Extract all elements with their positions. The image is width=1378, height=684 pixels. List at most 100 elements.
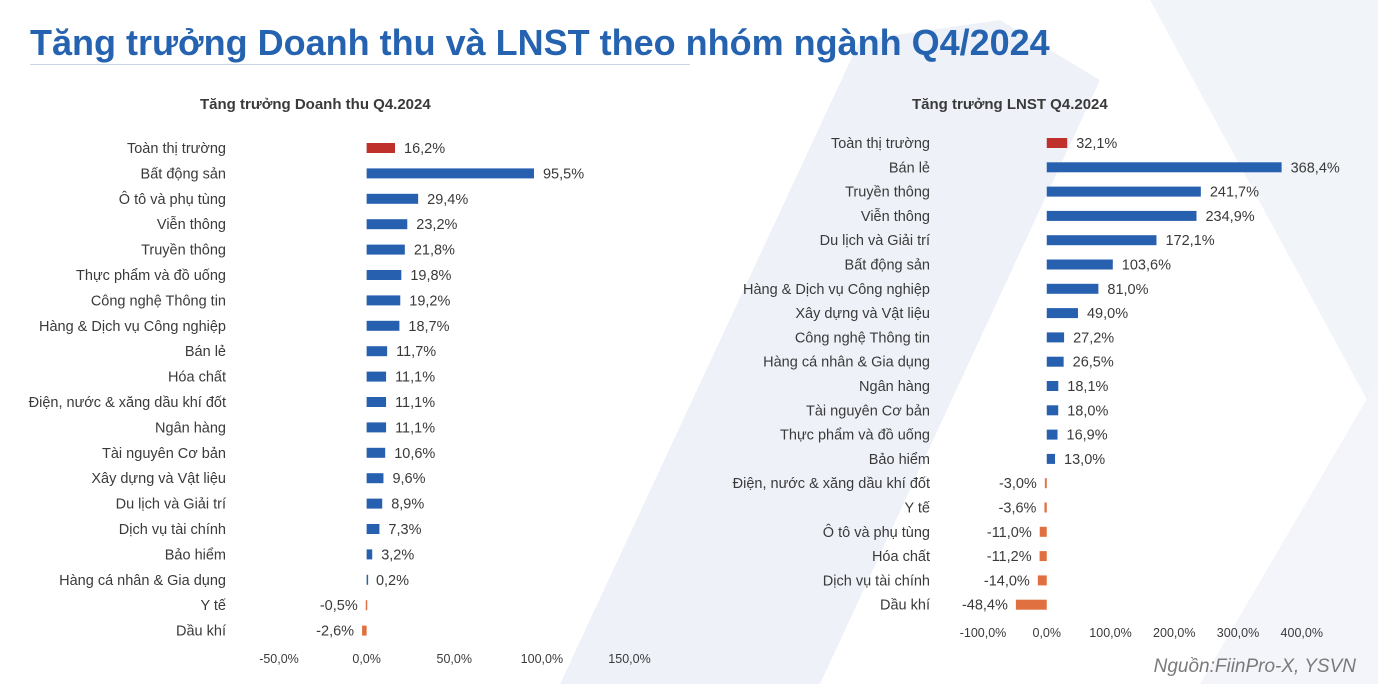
title-underline — [30, 64, 690, 65]
profit-bar — [1046, 356, 1064, 367]
source-note: Nguồn:FiinPro-X, YSVN — [1153, 656, 1356, 677]
revenue-bar — [366, 346, 388, 357]
profit-bar — [1046, 186, 1201, 197]
profit-value-label: 18,0% — [1067, 403, 1108, 419]
revenue-bar — [366, 244, 405, 255]
profit-category-label: Dịch vụ tài chính — [823, 573, 930, 589]
profit-value-label: 81,0% — [1107, 282, 1148, 298]
revenue-category-label: Thực phẩm và đồ uống — [76, 268, 226, 284]
revenue-bar — [366, 270, 402, 280]
revenue-category-label: Tài nguyên Cơ bản — [102, 446, 226, 462]
revenue-bar — [366, 320, 400, 331]
revenue-category-label: Điện, nước & xăng dầu khí đốt — [29, 395, 226, 411]
profit-category-label: Toàn thị trường — [831, 136, 930, 152]
revenue-value-label: 11,1% — [395, 420, 435, 436]
profit-tick-label: 200,0% — [1153, 626, 1195, 640]
revenue-bar — [362, 625, 367, 636]
revenue-value-label: 21,8% — [414, 243, 455, 259]
revenue-value-label: 19,2% — [409, 293, 450, 309]
profit-category-label: Hàng cá nhân & Gia dụng — [763, 355, 930, 371]
profit-bar — [1046, 235, 1157, 246]
profit-value-label: 368,4% — [1291, 160, 1340, 176]
profit-category-label: Y tế — [904, 501, 930, 517]
profit-category-label: Bảo hiểm — [869, 452, 930, 468]
revenue-value-label: 3,2% — [381, 547, 414, 563]
revenue-tick-label: 50,0% — [437, 652, 472, 666]
revenue-category-label: Viễn thông — [157, 216, 226, 233]
profit-bar — [1046, 332, 1065, 343]
revenue-category-label: Bất động sản — [141, 166, 226, 182]
revenue-value-label: -0,5% — [320, 598, 358, 614]
revenue-value-label: 11,7% — [396, 344, 436, 360]
profit-value-label: 32,1% — [1076, 136, 1117, 152]
revenue-bar — [366, 193, 419, 204]
revenue-category-label: Y tế — [200, 598, 226, 614]
profit-bar — [1039, 526, 1047, 537]
revenue-category-label: Dịch vụ tài chính — [119, 522, 226, 538]
profit-value-label: -11,2% — [987, 549, 1032, 565]
profit-value-label: -3,0% — [999, 476, 1037, 492]
profit-category-label: Công nghệ Thông tin — [795, 330, 930, 346]
revenue-value-label: -2,6% — [316, 624, 354, 640]
revenue-value-label: 7,3% — [388, 522, 421, 538]
revenue-value-label: 23,2% — [416, 217, 457, 233]
revenue-bar — [366, 524, 380, 534]
revenue-bar — [366, 219, 408, 230]
profit-category-label: Dầu khí — [880, 598, 930, 614]
profit-value-label: 13,0% — [1064, 452, 1105, 468]
profit-bar — [1046, 210, 1197, 221]
profit-category-label: Xây dựng và Vật liệu — [795, 306, 930, 322]
revenue-tick-label: -50,0% — [259, 652, 299, 666]
profit-bar — [1046, 453, 1056, 464]
revenue-bar — [366, 295, 401, 306]
profit-bar — [1046, 162, 1282, 173]
profit-value-label: 18,1% — [1067, 379, 1108, 395]
revenue-value-label: 19,8% — [410, 268, 451, 284]
revenue-category-label: Bán lẻ — [185, 344, 226, 360]
revenue-bar — [366, 422, 387, 433]
profit-category-label: Thực phẩm và đồ uống — [780, 428, 930, 444]
revenue-bar — [366, 447, 386, 458]
revenue-tick-label: 100,0% — [521, 652, 563, 666]
revenue-tick-label: 0,0% — [352, 652, 381, 666]
profit-chart-title: Tăng trưởng LNST Q4.2024 — [912, 96, 1108, 113]
revenue-category-label: Hàng cá nhân & Gia dụng — [59, 573, 226, 589]
revenue-value-label: 9,6% — [392, 471, 425, 487]
profit-value-label: -48,4% — [962, 598, 1008, 614]
revenue-category-label: Dầu khí — [176, 624, 226, 640]
profit-bar — [1046, 259, 1113, 270]
profit-bar — [1046, 308, 1078, 319]
revenue-bar — [366, 371, 387, 382]
revenue-bar — [366, 397, 387, 407]
profit-category-label: Hàng & Dịch vụ Công nghiệp — [743, 282, 930, 298]
profit-value-label: -11,0% — [987, 525, 1032, 541]
revenue-category-label: Bảo hiểm — [165, 547, 226, 563]
profit-bar — [1044, 502, 1047, 513]
profit-category-label: Tài nguyên Cơ bản — [806, 403, 930, 419]
revenue-value-label: 10,6% — [394, 446, 435, 462]
profit-tick-label: 300,0% — [1217, 626, 1259, 640]
profit-tick-label: 0,0% — [1033, 626, 1062, 640]
profit-category-label: Điện, nước & xăng dầu khí đốt — [733, 476, 930, 492]
revenue-bar — [365, 600, 368, 611]
profit-category-label: Ngân hàng — [859, 379, 930, 395]
profit-value-label: 234,9% — [1205, 209, 1254, 225]
revenue-category-label: Truyền thông — [141, 243, 226, 259]
revenue-bar — [366, 549, 373, 560]
profit-bar — [1046, 405, 1059, 416]
revenue-value-label: 11,1% — [395, 395, 435, 411]
revenue-value-label: 95,5% — [543, 166, 584, 182]
profit-bar — [1039, 551, 1047, 562]
revenue-bar — [366, 473, 384, 484]
profit-value-label: 26,5% — [1073, 355, 1114, 371]
profit-category-label: Du lịch và Giải trí — [820, 233, 930, 249]
revenue-value-label: 29,4% — [427, 192, 468, 208]
profit-category-label: Truyền thông — [845, 185, 930, 201]
profit-bar — [1037, 575, 1047, 586]
revenue-bar — [366, 498, 383, 509]
profit-category-label: Bán lẻ — [889, 160, 930, 176]
revenue-category-label: Du lịch và Giải trí — [116, 497, 226, 513]
revenue-category-label: Toàn thị trường — [127, 141, 226, 157]
